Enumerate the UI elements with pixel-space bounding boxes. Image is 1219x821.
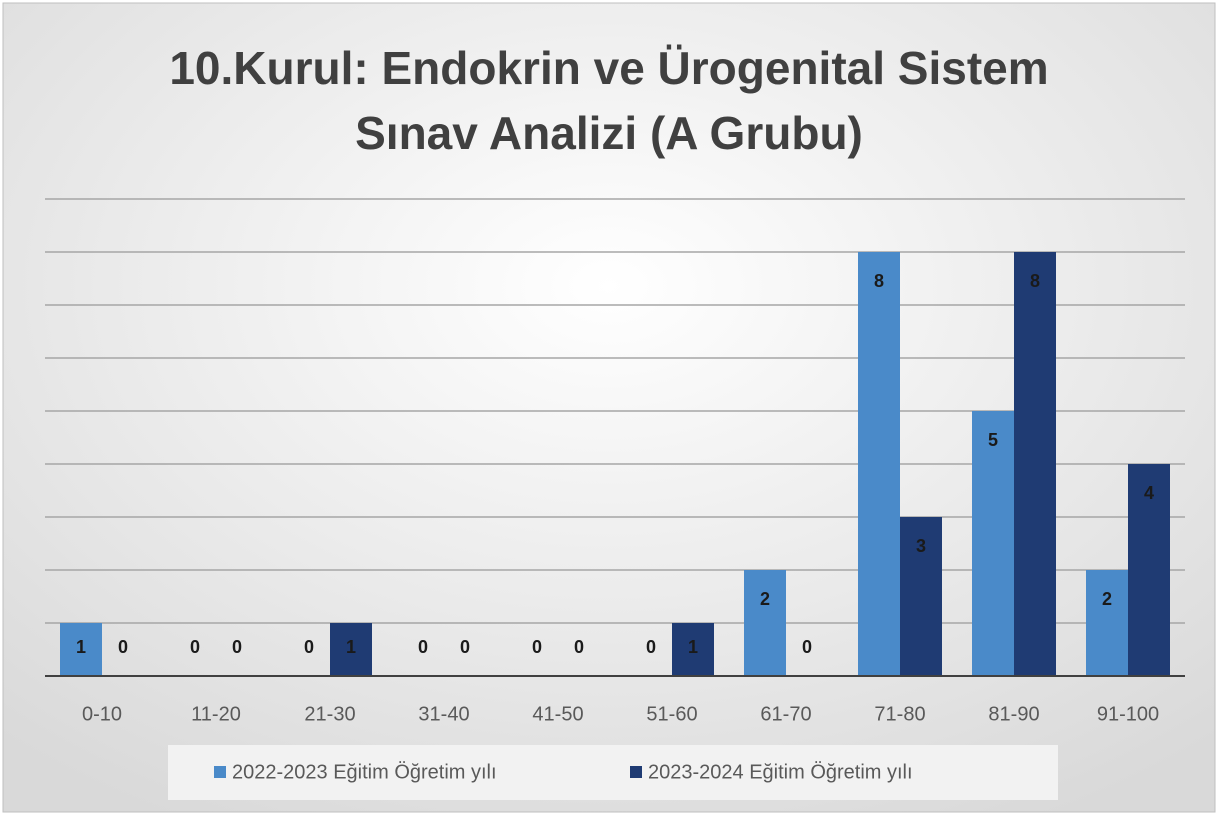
bar (1086, 570, 1128, 676)
data-label: 5 (988, 430, 998, 450)
x-tick-label: 21-30 (304, 703, 355, 725)
data-label: 1 (346, 637, 356, 657)
bar (744, 570, 786, 676)
x-tick-label: 11-20 (191, 703, 241, 725)
bar (330, 623, 372, 676)
data-label: 0 (574, 637, 584, 657)
bar (900, 517, 942, 676)
data-label: 1 (76, 637, 86, 657)
data-label: 0 (232, 637, 242, 657)
bar (1128, 464, 1170, 676)
bar (1014, 252, 1056, 676)
x-tick-label: 71-80 (874, 703, 925, 725)
data-label: 0 (646, 637, 656, 657)
x-tick-label: 41-50 (532, 703, 583, 725)
x-tick-label: 81-90 (988, 703, 1039, 725)
x-tick-label: 91-100 (1097, 703, 1159, 725)
data-label: 1 (688, 637, 698, 657)
bar (672, 623, 714, 676)
data-label: 0 (460, 637, 470, 657)
x-tick-label: 61-70 (760, 703, 811, 725)
data-label: 0 (304, 637, 314, 657)
bar (60, 623, 102, 676)
legend-swatch (214, 766, 226, 778)
data-label: 0 (802, 637, 812, 657)
data-label: 8 (874, 271, 884, 291)
data-label: 0 (190, 637, 200, 657)
data-label: 3 (916, 536, 926, 556)
data-label: 0 (118, 637, 128, 657)
chart-title: 10.Kurul: Endokrin ve Ürogenital Sistem (169, 42, 1048, 94)
legend-label: 2023-2024 Eğitim Öğretim yılı (648, 761, 913, 783)
legend-label: 2022-2023 Eğitim Öğretim yılı (232, 761, 497, 783)
data-label: 0 (418, 637, 428, 657)
data-label: 8 (1030, 271, 1040, 291)
bar (972, 411, 1014, 676)
data-label: 0 (532, 637, 542, 657)
data-label: 2 (1102, 589, 1112, 609)
x-tick-label: 51-60 (646, 703, 697, 725)
legend-swatch (630, 766, 642, 778)
chart-title: Sınav Analizi (A Grubu) (355, 107, 863, 159)
x-tick-label: 31-40 (418, 703, 469, 725)
x-tick-label: 0-10 (82, 703, 122, 725)
bar (858, 252, 900, 676)
data-label: 4 (1144, 483, 1154, 503)
legend-box (168, 745, 1058, 800)
data-label: 2 (760, 589, 770, 609)
